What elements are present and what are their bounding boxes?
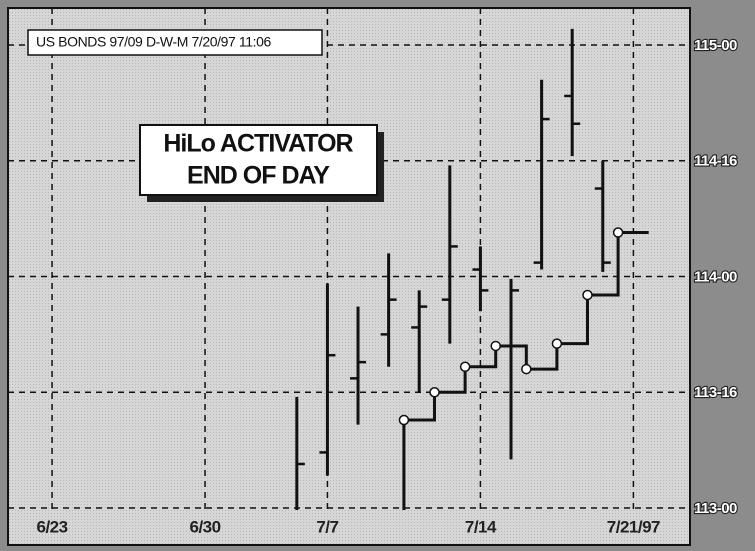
- activator-point: [429, 386, 440, 398]
- annotation: HiLo ACTIVATOR: [163, 130, 353, 158]
- y-tick-label: 115-00: [694, 37, 737, 54]
- activator-point: [582, 289, 593, 301]
- annotation: END OF DAY: [187, 162, 330, 190]
- activator-point: [521, 363, 532, 375]
- y-tick-label: 114-16: [694, 153, 737, 170]
- x-tick-label: 6/30: [189, 517, 220, 536]
- activator-point: [612, 227, 624, 238]
- chart-title: US BONDS 97/09 D-W-M 7/20/97 11:06: [36, 34, 271, 50]
- activator-point: [398, 414, 410, 426]
- y-tick-label: 113-16: [694, 384, 737, 401]
- x-tick-label: 7/21/97: [607, 517, 660, 536]
- activator-point: [551, 338, 563, 349]
- x-tick-label: 7/7: [316, 517, 338, 536]
- activator-point: [459, 361, 471, 373]
- activator-line: [402, 231, 649, 510]
- x-tick-label: 7/14: [465, 517, 497, 536]
- annotation-box: [139, 124, 378, 196]
- y-tick-label: 113-00: [694, 500, 737, 517]
- plot-layer: 113-00 113-16 114-00 114-16 115-00 6/23 6/30 7/…: [8, 8, 739, 536]
- title-box: [27, 29, 323, 56]
- activator-point: [490, 340, 501, 352]
- y-tick-label: 114-00: [694, 268, 737, 285]
- x-tick-label: 6/23: [37, 517, 68, 536]
